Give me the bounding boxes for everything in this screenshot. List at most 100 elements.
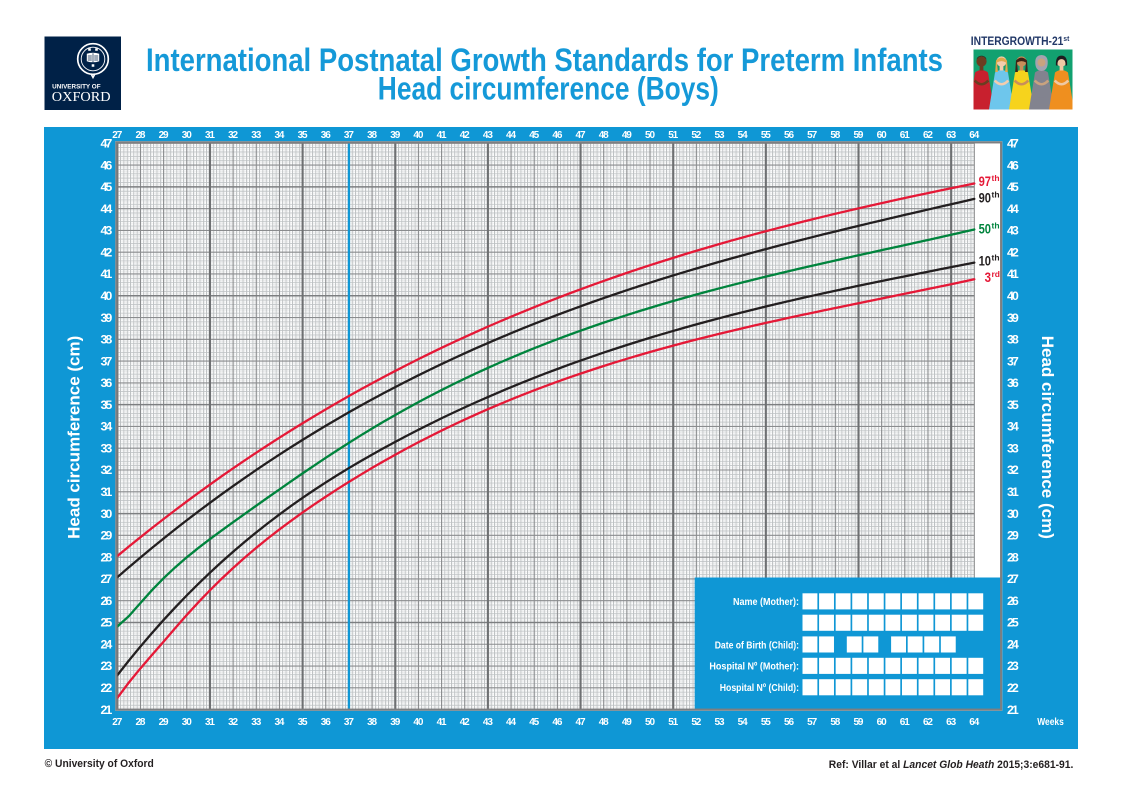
svg-text:35: 35 — [298, 130, 308, 141]
svg-text:43: 43 — [101, 224, 113, 238]
svg-text:62: 62 — [923, 717, 933, 728]
svg-text:64: 64 — [969, 717, 979, 728]
svg-text:28: 28 — [101, 550, 113, 564]
svg-text:38: 38 — [367, 130, 377, 141]
svg-text:62: 62 — [923, 130, 933, 141]
svg-text:43: 43 — [1007, 224, 1019, 238]
svg-text:23: 23 — [1007, 659, 1019, 673]
svg-text:41: 41 — [1007, 267, 1019, 281]
svg-text:55: 55 — [761, 130, 771, 141]
svg-text:38: 38 — [1007, 333, 1019, 347]
svg-text:28: 28 — [135, 130, 145, 141]
svg-text:30: 30 — [182, 717, 192, 728]
svg-text:37: 37 — [1007, 354, 1019, 368]
svg-text:29: 29 — [159, 130, 169, 141]
svg-text:33: 33 — [251, 717, 261, 728]
svg-text:10: 10 — [979, 253, 992, 269]
svg-text:24: 24 — [101, 637, 113, 651]
svg-text:30: 30 — [182, 130, 192, 141]
svg-text:International Postnatal Growth: International Postnatal Growth Standards… — [146, 42, 943, 78]
svg-text:51: 51 — [668, 717, 678, 728]
svg-text:56: 56 — [784, 717, 794, 728]
svg-text:31: 31 — [101, 485, 113, 499]
svg-text:32: 32 — [101, 463, 113, 477]
svg-text:27: 27 — [112, 717, 122, 728]
svg-text:37: 37 — [344, 717, 354, 728]
svg-text:th: th — [992, 190, 1000, 200]
svg-text:21: 21 — [1007, 703, 1019, 717]
svg-text:39: 39 — [101, 311, 113, 325]
svg-text:41: 41 — [101, 267, 113, 281]
svg-text:INTERGROWTH-21st: INTERGROWTH-21st — [971, 34, 1070, 48]
svg-text:Date of Birth (Child):: Date of Birth (Child): — [715, 640, 799, 651]
svg-text:Name (Mother):: Name (Mother): — [733, 597, 799, 608]
svg-text:32: 32 — [228, 130, 238, 141]
svg-text:30: 30 — [1007, 507, 1019, 521]
svg-text:44: 44 — [1007, 202, 1019, 216]
svg-text:60: 60 — [877, 130, 887, 141]
svg-text:33: 33 — [1007, 441, 1019, 455]
svg-text:25: 25 — [101, 616, 113, 630]
svg-text:29: 29 — [159, 717, 169, 728]
svg-text:42: 42 — [1007, 245, 1019, 259]
svg-text:24: 24 — [1007, 637, 1019, 651]
svg-text:31: 31 — [1007, 485, 1019, 499]
svg-text:35: 35 — [101, 398, 113, 412]
svg-text:52: 52 — [691, 717, 701, 728]
svg-text:26: 26 — [101, 594, 113, 608]
svg-text:35: 35 — [1007, 398, 1019, 412]
svg-text:40: 40 — [413, 130, 423, 141]
svg-text:rd: rd — [992, 269, 1001, 279]
svg-text:46: 46 — [1007, 158, 1019, 172]
svg-text:39: 39 — [390, 130, 400, 141]
svg-text:45: 45 — [1007, 180, 1019, 194]
svg-text:39: 39 — [1007, 311, 1019, 325]
svg-text:46: 46 — [101, 158, 113, 172]
svg-text:31: 31 — [205, 717, 215, 728]
svg-text:40: 40 — [413, 717, 423, 728]
svg-text:28: 28 — [135, 717, 145, 728]
svg-text:27: 27 — [101, 572, 113, 586]
svg-text:Head circumference (cm): Head circumference (cm) — [64, 336, 83, 539]
svg-text:OXFORD: OXFORD — [52, 89, 111, 104]
svg-text:37: 37 — [344, 130, 354, 141]
svg-text:50: 50 — [979, 221, 992, 237]
svg-text:45: 45 — [529, 130, 539, 141]
svg-text:51: 51 — [668, 130, 678, 141]
svg-text:27: 27 — [112, 130, 122, 141]
svg-text:61: 61 — [900, 130, 910, 141]
svg-text:54: 54 — [738, 130, 748, 141]
svg-text:22: 22 — [101, 681, 113, 695]
svg-text:3: 3 — [985, 269, 992, 285]
svg-text:50: 50 — [645, 717, 655, 728]
svg-text:33: 33 — [101, 441, 113, 455]
svg-text:UNIVERSITY OF: UNIVERSITY OF — [52, 84, 101, 91]
svg-text:34: 34 — [101, 420, 113, 434]
svg-text:53: 53 — [715, 717, 725, 728]
svg-text:50: 50 — [645, 130, 655, 141]
svg-text:th: th — [992, 221, 1000, 231]
svg-text:61: 61 — [900, 717, 910, 728]
svg-text:41: 41 — [437, 130, 447, 141]
svg-text:Hospital Nº (Mother):: Hospital Nº (Mother): — [709, 662, 799, 673]
svg-text:36: 36 — [1007, 376, 1019, 390]
svg-text:46: 46 — [552, 717, 562, 728]
svg-text:63: 63 — [946, 717, 956, 728]
svg-text:Weeks: Weeks — [1037, 717, 1064, 728]
svg-text:47: 47 — [576, 717, 586, 728]
svg-text:41: 41 — [437, 717, 447, 728]
svg-text:97: 97 — [979, 173, 992, 189]
svg-text:31: 31 — [205, 130, 215, 141]
svg-text:© University of Oxford: © University of Oxford — [45, 758, 154, 770]
svg-text:48: 48 — [599, 130, 609, 141]
svg-text:58: 58 — [830, 130, 840, 141]
svg-text:Ref: Villar et al Lancet Glob: Ref: Villar et al Lancet Glob Heath 2015… — [829, 759, 1074, 771]
svg-text:32: 32 — [1007, 463, 1019, 477]
svg-text:52: 52 — [691, 130, 701, 141]
svg-text:22: 22 — [1007, 681, 1019, 695]
svg-text:42: 42 — [101, 245, 113, 259]
svg-text:36: 36 — [321, 130, 331, 141]
svg-text:30: 30 — [101, 507, 113, 521]
svg-text:42: 42 — [460, 130, 470, 141]
svg-text:45: 45 — [529, 717, 539, 728]
